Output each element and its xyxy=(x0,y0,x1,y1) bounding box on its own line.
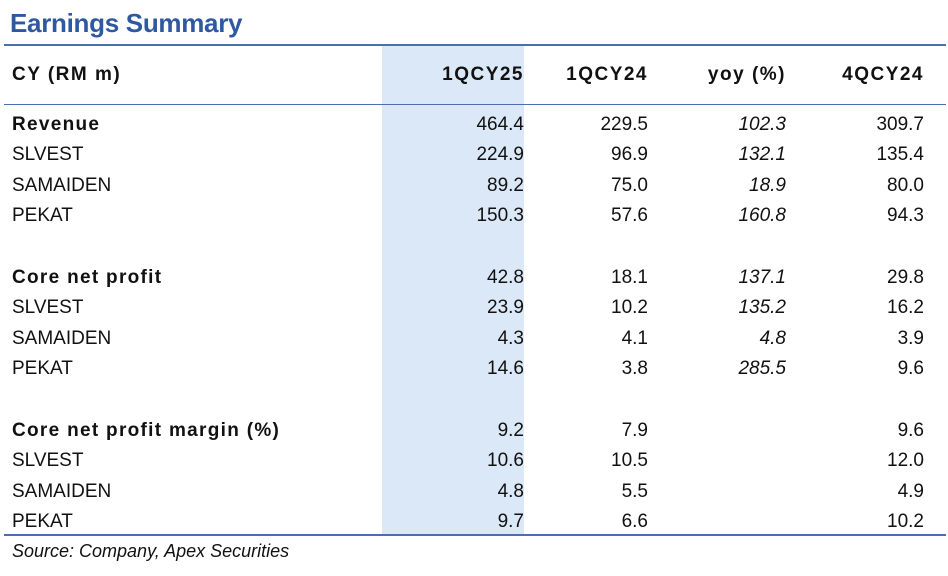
row-value-col1: 9.7 xyxy=(497,511,524,532)
row-value-col2: 6.6 xyxy=(621,511,648,532)
row-value-col2: 10.5 xyxy=(611,450,648,471)
row-value-col2: 96.9 xyxy=(611,144,648,165)
row-label: Core net profit margin (%) xyxy=(12,420,281,441)
row-value-col2: 57.6 xyxy=(611,205,648,226)
header-col3: yoy (%) xyxy=(707,64,786,85)
row-label: Revenue xyxy=(12,114,101,135)
row-value-col3: 160.8 xyxy=(738,205,786,226)
row-value-col4: 29.8 xyxy=(887,267,924,288)
row-value-col4: 16.2 xyxy=(887,297,924,318)
row-value-col4: 80.0 xyxy=(887,175,924,196)
row-value-col4: 309.7 xyxy=(876,114,924,135)
row-value-col2: 18.1 xyxy=(611,267,648,288)
row-value-col2: 3.8 xyxy=(621,358,648,379)
row-value-col3: 132.1 xyxy=(738,144,786,165)
row-label: SLVEST xyxy=(12,297,84,318)
row-label: SLVEST xyxy=(12,144,84,165)
row-value-col3: 18.9 xyxy=(749,175,786,196)
row-value-col3: 135.2 xyxy=(738,297,786,318)
row-label: PEKAT xyxy=(12,205,73,226)
row-value-col1: 464.4 xyxy=(476,114,524,135)
row-value-col1: 23.9 xyxy=(487,297,524,318)
row-value-col1: 89.2 xyxy=(487,175,524,196)
row-value-col4: 3.9 xyxy=(897,328,924,349)
row-value-col3: 4.8 xyxy=(759,328,786,349)
row-value-col4: 4.9 xyxy=(897,481,924,502)
row-value-col1: 224.9 xyxy=(476,144,524,165)
row-value-col4: 94.3 xyxy=(887,205,924,226)
top-rule xyxy=(4,44,946,46)
row-label: SAMAIDEN xyxy=(12,175,112,196)
row-label: Core net profit xyxy=(12,267,163,288)
row-value-col1: 9.2 xyxy=(497,420,524,441)
header-rule xyxy=(4,104,946,105)
header-col1: 1QCY25 xyxy=(442,64,524,85)
row-value-col2: 75.0 xyxy=(611,175,648,196)
highlighted-column xyxy=(382,46,524,534)
row-value-col2: 4.1 xyxy=(621,328,648,349)
row-value-col4: 9.6 xyxy=(897,420,924,441)
row-value-col2: 5.5 xyxy=(621,481,648,502)
row-value-col1: 4.8 xyxy=(497,481,524,502)
table-title: Earnings Summary xyxy=(10,8,243,38)
row-value-col1: 42.8 xyxy=(487,267,524,288)
row-value-col2: 229.5 xyxy=(600,114,648,135)
row-value-col3: 137.1 xyxy=(738,267,786,288)
row-value-col3: 285.5 xyxy=(738,358,786,379)
row-value-col4: 9.6 xyxy=(897,358,924,379)
source-note: Source: Company, Apex Securities xyxy=(12,541,290,561)
row-value-col4: 10.2 xyxy=(887,511,924,532)
row-label: SAMAIDEN xyxy=(12,481,112,502)
header-label: CY (RM m) xyxy=(12,64,122,85)
row-value-col2: 10.2 xyxy=(611,297,648,318)
row-value-col4: 135.4 xyxy=(876,144,924,165)
row-value-col1: 10.6 xyxy=(487,450,524,471)
row-value-col1: 150.3 xyxy=(476,205,524,226)
header-col2: 1QCY24 xyxy=(566,64,648,85)
row-value-col1: 14.6 xyxy=(487,358,524,379)
row-value-col1: 4.3 xyxy=(497,328,524,349)
row-label: PEKAT xyxy=(12,358,73,379)
row-value-col4: 12.0 xyxy=(887,450,924,471)
row-label: PEKAT xyxy=(12,511,73,532)
row-label: SAMAIDEN xyxy=(12,328,112,349)
row-label: SLVEST xyxy=(12,450,84,471)
row-value-col2: 7.9 xyxy=(621,420,648,441)
header-col4: 4QCY24 xyxy=(842,64,924,85)
row-value-col3: 102.3 xyxy=(738,114,786,135)
bottom-rule xyxy=(4,534,946,536)
